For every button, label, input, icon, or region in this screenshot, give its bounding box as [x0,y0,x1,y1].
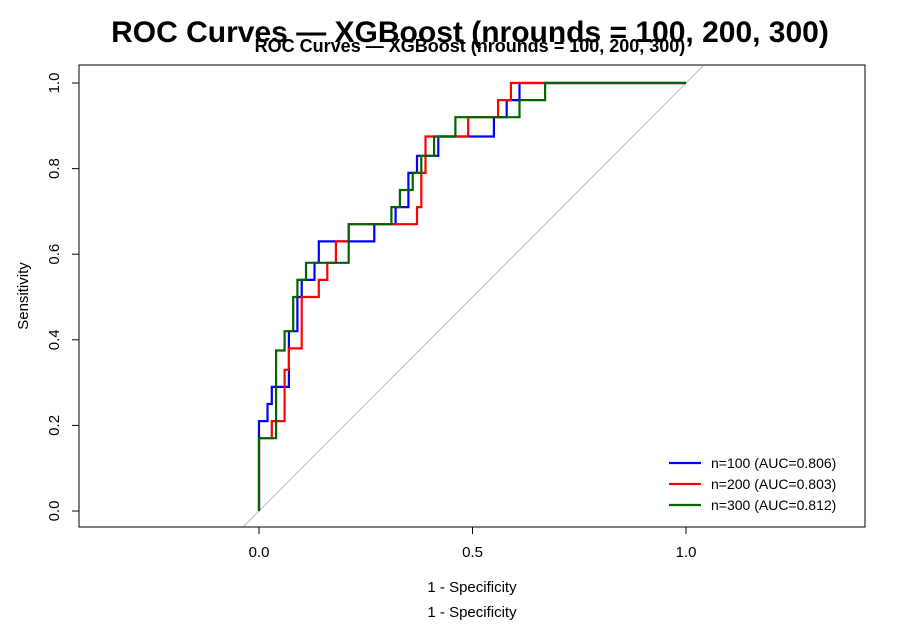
plot-area: 0.0 0.5 1.0 0.0 0.2 0.4 0.6 0.8 1.0 n=100 (AUC=0.… [46,64,866,561]
y-axis-label: Sensitivity [15,262,32,330]
x-tick-label: 1.0 [676,544,697,561]
x-label-ghost-bottom: 1 - Specificity [427,604,517,621]
roc-series-line-3 [257,81,686,511]
legend-label-3: n=300 (AUC=0.812) [711,497,836,513]
title-ghost-top: ROC Curves — XGBoost (nrounds = 100, 200… [111,16,829,49]
reference-diagonal-line [242,65,704,527]
x-tick-label: 0.0 [249,544,270,561]
y-tick-label: 0.6 [46,244,63,265]
y-tick-label: 0.0 [46,501,63,522]
y-tick-label: 0.2 [46,415,63,436]
chart-title: ROC Curves — XGBoost (nrounds = 100, 200… [255,36,686,56]
legend-label-2: n=200 (AUC=0.803) [711,476,836,492]
legend-label-1: n=100 (AUC=0.806) [711,455,836,471]
x-axis-label: 1 - Specificity [427,579,517,596]
y-tick-label: 1.0 [46,73,63,94]
roc-series-line-1 [257,81,686,511]
y-tick-label: 0.8 [46,158,63,179]
x-tick-label: 0.5 [462,544,483,561]
y-tick-label: 0.4 [46,329,63,350]
